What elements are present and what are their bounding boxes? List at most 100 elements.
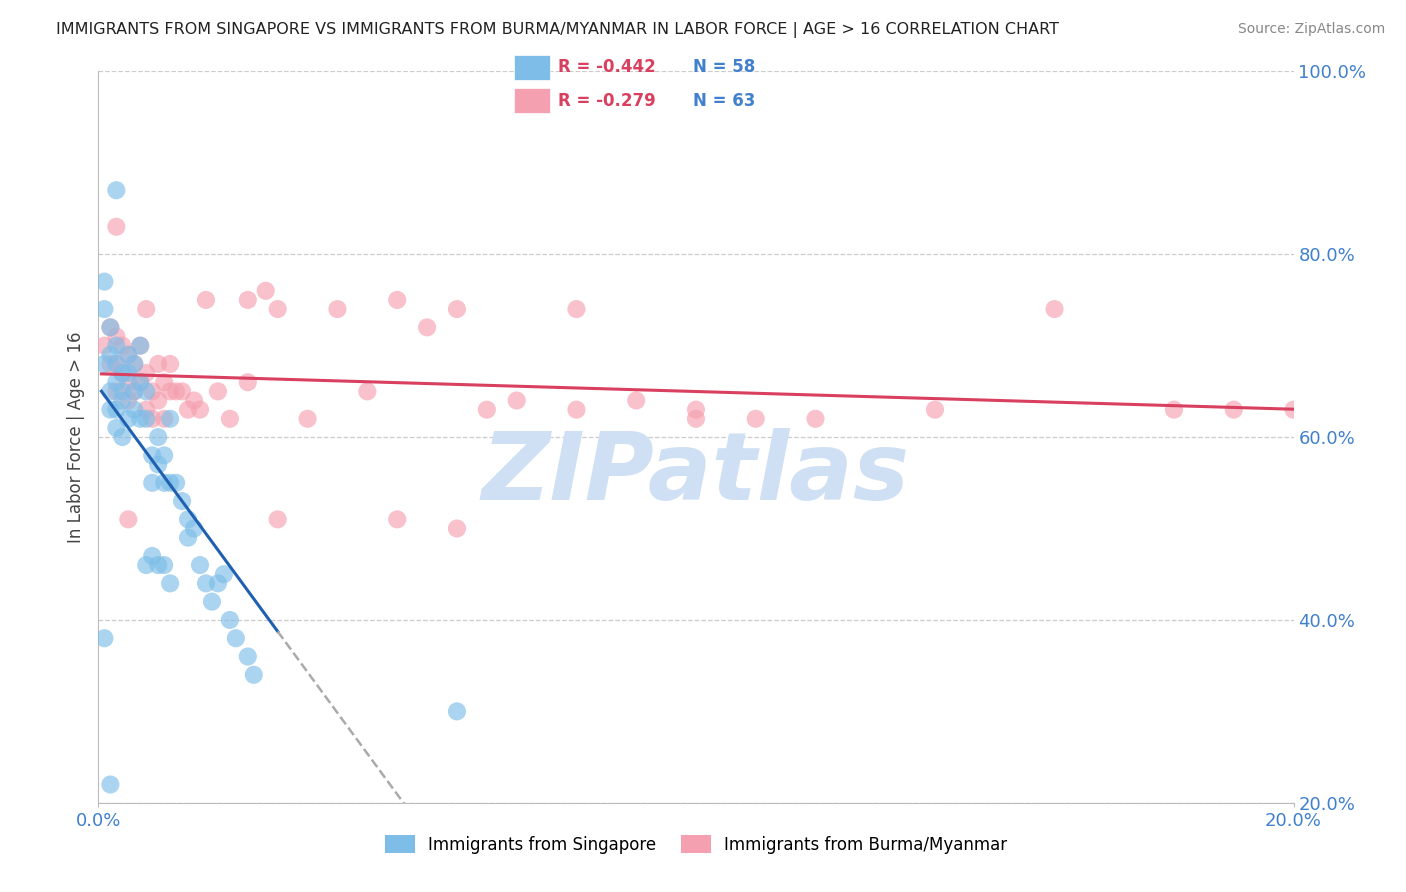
Text: IMMIGRANTS FROM SINGAPORE VS IMMIGRANTS FROM BURMA/MYANMAR IN LABOR FORCE | AGE : IMMIGRANTS FROM SINGAPORE VS IMMIGRANTS …: [56, 22, 1059, 38]
Point: [165, 475, 187, 490]
Point: [416, 320, 439, 334]
Point: [565, 402, 588, 417]
Point: [117, 412, 139, 426]
Point: [117, 366, 139, 380]
Point: [141, 449, 163, 463]
Point: [159, 576, 181, 591]
Point: [129, 375, 152, 389]
Point: [1282, 402, 1305, 417]
FancyBboxPatch shape: [515, 54, 550, 80]
Point: [98, 320, 122, 334]
Point: [225, 632, 247, 646]
Point: [1043, 302, 1066, 317]
Point: [153, 449, 176, 463]
Point: [685, 412, 707, 426]
Point: [135, 402, 157, 417]
Point: [111, 430, 134, 444]
Point: [98, 384, 122, 399]
Point: [129, 339, 152, 353]
Point: [201, 594, 224, 608]
Point: [745, 412, 768, 426]
Point: [153, 558, 176, 573]
Point: [135, 366, 157, 380]
Point: [148, 393, 170, 408]
Point: [111, 339, 134, 353]
Text: R = -0.442: R = -0.442: [558, 58, 657, 76]
Point: [105, 375, 128, 389]
Point: [129, 375, 152, 389]
Point: [141, 475, 163, 490]
Point: [159, 412, 181, 426]
Point: [105, 219, 128, 234]
Point: [141, 549, 163, 563]
Point: [475, 402, 498, 417]
Point: [105, 339, 128, 353]
Point: [105, 402, 128, 417]
Point: [111, 384, 134, 399]
Point: [219, 613, 242, 627]
Point: [565, 302, 588, 317]
Point: [153, 375, 176, 389]
Point: [124, 402, 146, 417]
Point: [195, 293, 218, 307]
Point: [385, 293, 409, 307]
Point: [148, 558, 170, 573]
Point: [105, 329, 128, 343]
Text: N = 58: N = 58: [693, 58, 755, 76]
Point: [111, 366, 134, 380]
Point: [626, 393, 648, 408]
Point: [1223, 402, 1246, 417]
Point: [135, 558, 157, 573]
Point: [135, 384, 157, 399]
Point: [129, 412, 152, 426]
Point: [177, 512, 200, 526]
Point: [446, 521, 468, 535]
Point: [188, 558, 211, 573]
Point: [148, 357, 170, 371]
Point: [177, 531, 200, 545]
Point: [148, 458, 170, 472]
Point: [506, 393, 529, 408]
Point: [124, 384, 146, 399]
Point: [105, 357, 128, 371]
Point: [105, 357, 128, 371]
Point: [446, 302, 468, 317]
Point: [98, 402, 122, 417]
Point: [267, 512, 290, 526]
Point: [153, 412, 176, 426]
Point: [183, 393, 205, 408]
Point: [236, 649, 259, 664]
Point: [105, 384, 128, 399]
Point: [93, 339, 115, 353]
Point: [93, 357, 115, 371]
Point: [219, 412, 242, 426]
Text: R = -0.279: R = -0.279: [558, 92, 657, 110]
Point: [135, 412, 157, 426]
Point: [207, 576, 229, 591]
Point: [148, 430, 170, 444]
Point: [446, 705, 468, 719]
FancyBboxPatch shape: [515, 87, 550, 113]
Point: [98, 357, 122, 371]
Point: [172, 384, 194, 399]
Point: [254, 284, 277, 298]
Point: [98, 778, 122, 792]
Point: [141, 384, 163, 399]
Legend: Immigrants from Singapore, Immigrants from Burma/Myanmar: Immigrants from Singapore, Immigrants fr…: [378, 829, 1014, 860]
Point: [135, 302, 157, 317]
Point: [124, 357, 146, 371]
Y-axis label: In Labor Force | Age > 16: In Labor Force | Age > 16: [67, 331, 86, 543]
Point: [243, 667, 266, 681]
Point: [141, 412, 163, 426]
Point: [117, 348, 139, 362]
Point: [124, 384, 146, 399]
Point: [111, 366, 134, 380]
Point: [172, 494, 194, 508]
Text: ZIPatlas: ZIPatlas: [482, 427, 910, 520]
Point: [207, 384, 229, 399]
Point: [685, 402, 707, 417]
Point: [236, 293, 259, 307]
Point: [117, 393, 139, 408]
Point: [165, 384, 187, 399]
Point: [153, 475, 176, 490]
